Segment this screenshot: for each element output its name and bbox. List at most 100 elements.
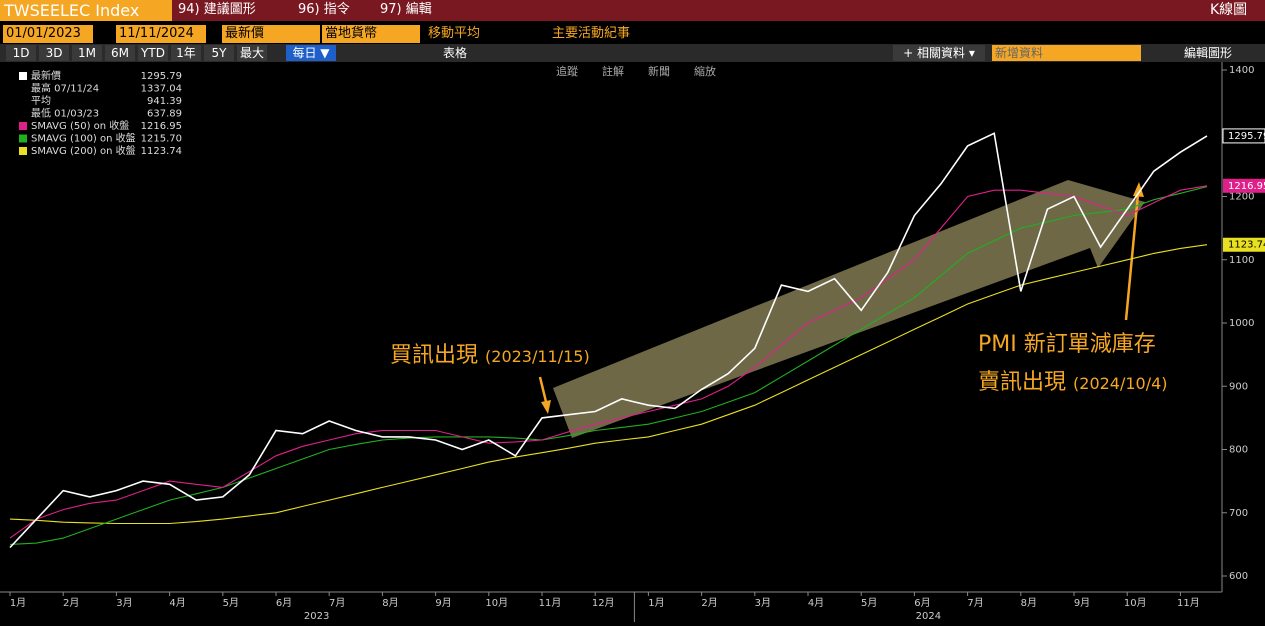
legend-value: 1337.04 <box>141 84 182 95</box>
legend-value: 1215.70 <box>141 134 182 145</box>
legend-label: SMAVG (50) on 收盤 <box>31 119 129 132</box>
price-tag <box>1222 128 1265 144</box>
x-tick-label: 11月 <box>539 597 562 609</box>
annotation-text: 賣訊出現 <box>978 370 1066 395</box>
x-tick-label: 11月 <box>1177 597 1200 609</box>
title-bar: TWSEELEC Index 94) 建議圖形 96) 指令 97) 編輯 K線… <box>0 0 1265 21</box>
legend-label: 最低 01/03/23 <box>31 107 99 120</box>
buy-arrow-head <box>541 400 551 414</box>
chart: 追蹤 註解 新聞 縮放 最新價 1295.79 最高 07/11/24 1337.04 平均 9… <box>0 62 1265 622</box>
legend-label: 最新價 <box>31 69 61 82</box>
series-line <box>9 244 1208 525</box>
period-button[interactable]: 6M <box>105 45 135 61</box>
x-tick-label: 5月 <box>223 597 239 609</box>
period-button[interactable]: 1D <box>6 45 36 61</box>
annotation-date: (2023/11/15) <box>485 347 590 366</box>
x-tick-label: 9月 <box>435 597 451 609</box>
annotation: 買訊出現 (2023/11/15) <box>390 343 590 368</box>
events[interactable]: 主要活動紀事 <box>552 26 631 41</box>
y-tick-label: 1000 <box>1229 318 1254 329</box>
legend-value: 637.89 <box>147 109 182 120</box>
period-button[interactable]: 1年 <box>171 45 201 61</box>
x-tick-label: 4月 <box>808 597 824 609</box>
chart-tool: 註解 <box>602 64 624 78</box>
series-line <box>9 186 1208 545</box>
x-tick-label: 12月 <box>592 597 615 609</box>
legend-bg <box>8 68 188 164</box>
x-tick-label: 3月 <box>755 597 771 609</box>
x-tick-label: 6月 <box>914 597 930 609</box>
view-label: K線圖 <box>1210 2 1248 18</box>
y-tick-label: 1200 <box>1229 192 1254 203</box>
sell-arrow <box>1124 193 1140 321</box>
moving-avg[interactable]: 移動平均 <box>428 26 481 41</box>
trend-band <box>553 180 1145 438</box>
menu[interactable]: 94) 建議圖形 <box>178 2 256 17</box>
chart-tool: 追蹤 <box>556 64 578 78</box>
year-label: 2023 <box>304 611 329 622</box>
price-tag <box>1223 178 1265 193</box>
price-tag <box>1223 237 1265 252</box>
annotation-date: (2024/10/4) <box>1073 374 1168 393</box>
x-tick-label: 1月 <box>648 597 664 609</box>
x-tick-label: 2月 <box>701 597 717 609</box>
input-bar: 01/01/2023 11/11/2024 最新價 當地貨幣 移動平均 主要活動… <box>0 22 1265 44</box>
menu[interactable]: 97) 編輯 <box>380 2 432 17</box>
annotation: PMI 新訂單減庫存 <box>978 332 1156 357</box>
menu[interactable]: 96) 指令 <box>298 2 350 17</box>
edit-chart[interactable]: 編輯圖形 <box>1172 45 1244 61</box>
legend-value: 1216.95 <box>141 121 182 132</box>
y-tick-label: 1100 <box>1229 255 1254 266</box>
legend-swatch <box>19 134 27 143</box>
ticker[interactable]: TWSEELEC Index <box>0 0 172 21</box>
currency[interactable]: 當地貨幣 <box>322 25 420 43</box>
y-tick-label: 1400 <box>1229 65 1254 76</box>
period-button[interactable]: 5Y <box>204 45 234 61</box>
price-tag-label: 1123.74 <box>1228 240 1265 251</box>
period-button[interactable]: 1M <box>72 45 102 61</box>
legend-value: 1123.74 <box>141 146 182 157</box>
x-tick-label: 3月 <box>116 597 132 609</box>
x-tick-label: 4月 <box>169 597 185 609</box>
chart-tool: 新聞 <box>648 64 670 78</box>
field[interactable]: 最新價 <box>222 25 320 43</box>
end-date[interactable]: 11/11/2024 <box>116 25 206 43</box>
legend-swatch <box>19 72 27 80</box>
x-tick-label: 2月 <box>63 597 79 609</box>
chart-tool: 縮放 <box>694 64 716 78</box>
price-tag-label: 1216.95 <box>1228 181 1265 192</box>
frequency[interactable]: 每日 ▼ <box>286 45 336 61</box>
toolbar: 每日 ▼ 表格 + 相關資料 ▾ 新增資料 編輯圖形 1D 3D 1M 6M YTD 1年… <box>0 44 1265 62</box>
x-tick-label: 8月 <box>382 597 398 609</box>
x-tick-label: 10月 <box>485 597 508 609</box>
start-date[interactable]: 01/01/2023 <box>3 25 93 43</box>
x-tick-label: 10月 <box>1124 597 1147 609</box>
price-tag-label: 1295.79 <box>1228 131 1265 142</box>
x-tick-label: 7月 <box>329 597 345 609</box>
legend-label: SMAVG (200) on 收盤 <box>31 144 136 157</box>
y-tick-label: 600 <box>1229 571 1248 582</box>
y-tick-label: 900 <box>1229 381 1248 392</box>
legend-label: 最高 07/11/24 <box>31 82 99 95</box>
add-data[interactable]: 新增資料 <box>992 45 1141 61</box>
legend-swatch <box>19 122 27 130</box>
annotation: 賣訊出現 (2024/10/4) <box>978 370 1168 395</box>
period-button[interactable]: 最大 <box>237 45 267 61</box>
legend-value: 941.39 <box>147 96 182 107</box>
period-button[interactable]: YTD <box>138 45 168 61</box>
x-tick-label: 8月 <box>1021 597 1037 609</box>
related[interactable]: + 相關資料 ▾ <box>893 45 985 61</box>
legend-label: SMAVG (100) on 收盤 <box>31 132 136 145</box>
y-tick-label: 700 <box>1229 508 1248 519</box>
sell-arrow-head <box>1133 182 1144 197</box>
legend-swatch <box>19 147 27 155</box>
series-line <box>9 185 1208 539</box>
x-tick-label: 7月 <box>967 597 983 609</box>
table-button[interactable]: 表格 <box>430 45 480 61</box>
annotation-text: 買訊出現 <box>390 343 478 368</box>
year-label: 2024 <box>916 611 941 622</box>
period-button[interactable]: 3D <box>39 45 69 61</box>
y-tick-label: 800 <box>1229 445 1248 456</box>
x-tick-label: 1月 <box>10 597 26 609</box>
